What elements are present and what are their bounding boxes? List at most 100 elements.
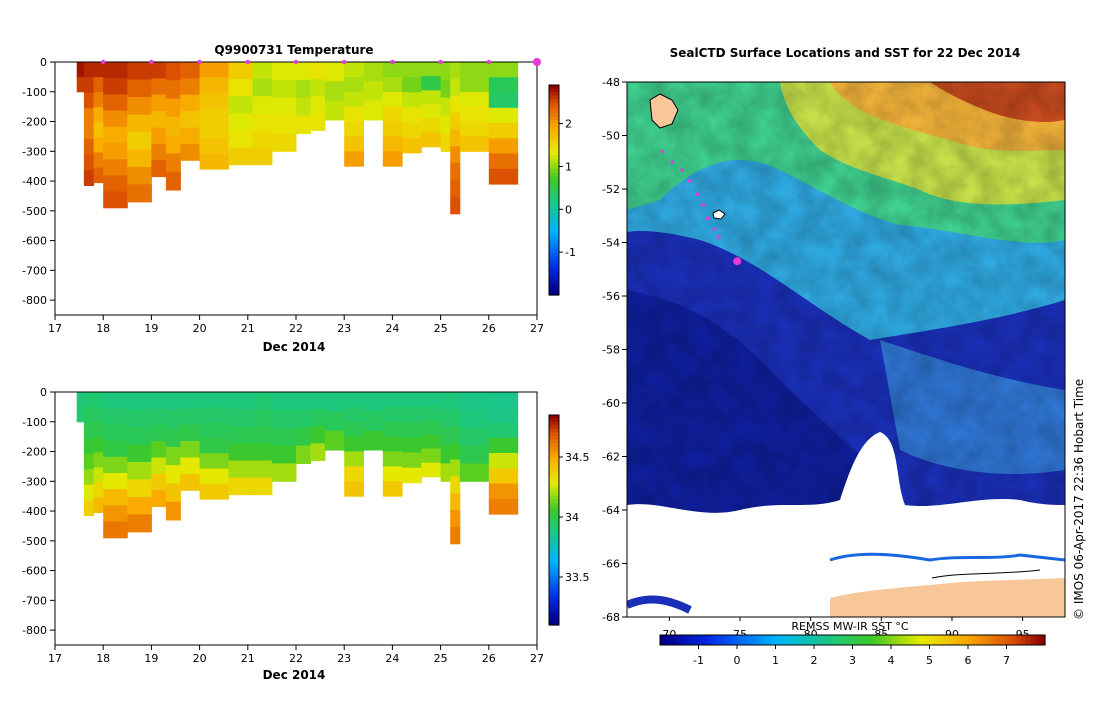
x-tick-label: 20 — [193, 652, 207, 665]
profile-cell — [83, 500, 94, 516]
colorbar-swatch — [549, 422, 559, 427]
track-point — [680, 168, 684, 173]
profile-cell — [382, 62, 403, 78]
colorbar-swatch — [549, 204, 559, 209]
profile-cell — [344, 466, 364, 482]
profile-cell — [450, 129, 461, 147]
sst-colorbar-swatch — [866, 635, 873, 645]
profile-cell — [103, 456, 128, 474]
profile-cell — [459, 409, 490, 429]
profile-cell — [402, 392, 422, 408]
profile-marker — [533, 58, 541, 66]
profile-cell — [421, 462, 442, 478]
y-tick-label: -400 — [22, 175, 47, 188]
profile-cell — [382, 406, 403, 423]
profile-cell — [83, 170, 94, 186]
profile-cell — [127, 79, 152, 98]
profile-cell — [488, 468, 519, 485]
profile-cell — [228, 113, 254, 131]
profile-cell — [324, 62, 345, 82]
sst-colorbar-swatch — [895, 635, 902, 645]
profile-cell — [151, 143, 167, 161]
profile-cell — [450, 112, 461, 130]
profile-cell — [324, 81, 345, 102]
profile-cell — [459, 136, 490, 152]
colorbar-swatch — [549, 516, 559, 521]
colorbar-frame — [548, 414, 560, 626]
sst-colorbar-swatch — [664, 635, 671, 645]
sst-colorbar-swatch — [891, 635, 897, 645]
profile-cell — [83, 92, 94, 109]
colorbar-swatch — [549, 172, 559, 177]
colorbar-swatch — [549, 214, 559, 219]
sst-colorbar-swatch — [712, 635, 719, 645]
profile-cell — [252, 392, 273, 410]
colorbar-swatch — [549, 446, 559, 451]
y-tick-label: -800 — [22, 624, 47, 637]
salinity-x-label: Dec 2014 — [263, 668, 326, 682]
x-tick-label: 24 — [385, 652, 399, 665]
profile-cell — [199, 468, 229, 485]
colorbar-swatch — [549, 256, 559, 261]
profile-marker — [486, 59, 491, 65]
track-point — [705, 216, 710, 221]
profile-cell — [271, 427, 297, 447]
map-colorbar-label: REMSS MW-IR SST °C — [791, 620, 909, 633]
profile-cell — [488, 498, 519, 515]
profile-cell — [488, 483, 519, 500]
sst-colorbar-swatch — [814, 635, 820, 645]
profile-cell — [93, 422, 104, 438]
profile-cell — [180, 408, 201, 426]
profile-cell — [83, 108, 94, 125]
track-point — [660, 149, 665, 154]
colorbar-swatch — [549, 457, 559, 462]
profile-cell — [228, 460, 254, 479]
profile-cell — [93, 92, 104, 108]
y-tick-label: -700 — [22, 594, 47, 607]
profile-cell — [296, 392, 311, 411]
colorbar-swatch — [549, 583, 559, 588]
coastal-sst-ring — [829, 552, 1065, 562]
colorbar-swatch — [549, 621, 559, 626]
lat-tick-label: -56 — [602, 290, 620, 303]
sst-colorbar-swatch — [674, 635, 680, 645]
sst-colorbar-swatch — [799, 635, 805, 645]
profile-markers — [101, 58, 541, 66]
profile-cell — [199, 123, 229, 139]
colorbar-swatch — [549, 169, 559, 174]
sst-colorbar-swatch — [852, 635, 858, 645]
track-point — [670, 160, 675, 165]
profile-marker — [101, 59, 106, 65]
colorbar-swatch — [549, 267, 559, 272]
colorbar-swatch — [549, 165, 559, 170]
profile-cell — [324, 392, 345, 412]
profile-cell — [103, 408, 128, 425]
profile-cell — [488, 168, 519, 185]
profile-cell — [165, 62, 181, 81]
x-tick-label: 24 — [385, 322, 399, 335]
profile-cell — [402, 452, 422, 469]
profile-cell — [271, 392, 297, 411]
colorbar-swatch — [549, 155, 559, 160]
profile-cell — [199, 153, 229, 170]
colorbar-swatch — [549, 232, 559, 237]
colorbar-swatch — [549, 228, 559, 233]
colorbar-swatch — [549, 120, 559, 125]
y-tick-label: -300 — [22, 145, 47, 158]
track-point — [695, 192, 700, 197]
colorbar-swatch — [549, 527, 559, 532]
profile-cell — [450, 526, 461, 545]
sst-colorbar-swatch — [1020, 635, 1027, 645]
sst-colorbar-swatch — [717, 635, 724, 645]
profile-cell — [450, 392, 461, 410]
profile-cell — [402, 77, 422, 93]
profile-cell — [165, 135, 181, 154]
profile-cell — [103, 392, 128, 409]
profile-cell — [93, 77, 104, 93]
profile-cell — [76, 76, 85, 93]
x-tick-label: 19 — [144, 652, 158, 665]
colorbar-swatch — [549, 148, 559, 153]
colorbar-swatch — [549, 249, 559, 254]
profile-cell — [165, 483, 181, 503]
profile-cell — [93, 167, 104, 184]
